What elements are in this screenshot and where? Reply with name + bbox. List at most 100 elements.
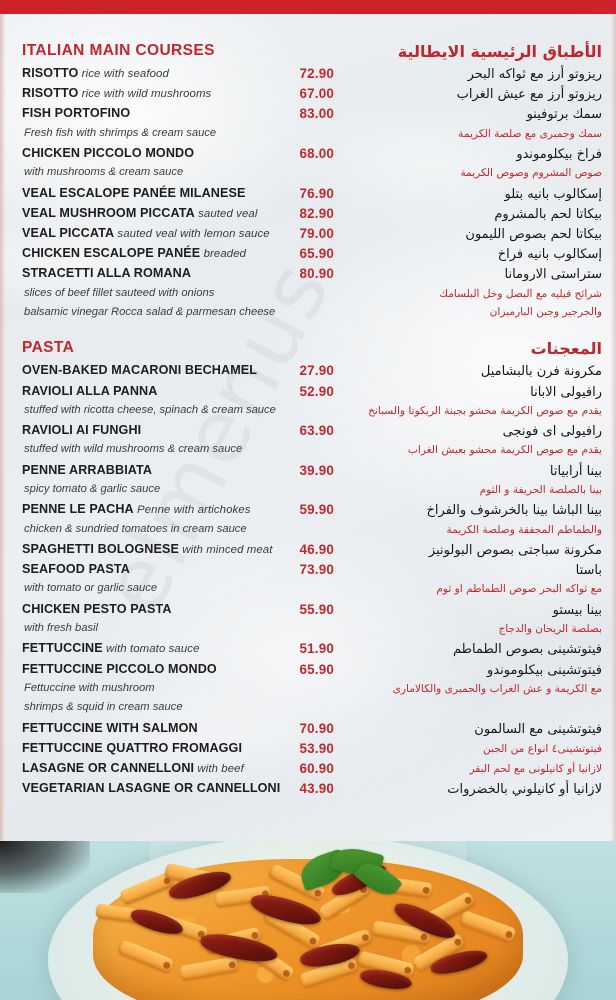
menu-item-row: VEAL MUSHROOM PICCATA sauted veal 82.90 (22, 206, 334, 226)
menu-item-row: PENNE LE PACHA Penne with artichokes 59.9… (22, 502, 334, 522)
menu-item-description-ar: يقدم مع صوص الكريمة محشو بجبنة الريكوتا … (368, 404, 602, 417)
menu-item-price: 67.00 (299, 86, 334, 102)
menu-item-price: 73.90 (299, 562, 334, 578)
menu-item-price: 80.90 (299, 266, 334, 282)
menu-item-name: PENNE ARRABBIATA (22, 462, 153, 477)
menu-item-row: FETTUCCINE QUATTRO FROMAGGI 53.90 (22, 741, 334, 761)
menu-item-name: OVEN-BAKED MACARONI BECHAMEL (22, 363, 258, 378)
menu-item-description: slices of beef fillet sauteed with onion… (24, 286, 215, 299)
menu-item-description: stuffed with wild mushrooms & cream sauc… (24, 443, 243, 456)
menu-item-row: RAVIOLI ALLA PANNA 52.90 (22, 384, 334, 404)
menu-item-name: FETTUCCINE WITH SALMON (22, 720, 198, 735)
menu-item-name: RISOTTO rice with seafood (22, 66, 169, 80)
section-title-pasta: PASTA (22, 339, 75, 357)
menu-item-name: VEAL MUSHROOM PICCATA sauted veal (22, 205, 258, 220)
menu-item-description-ar: شرائح فيليه مع البصل وخل البلسامك (439, 287, 602, 300)
menu-item-name: CHICKEN PESTO PASTA (22, 601, 172, 616)
menu-paper: elmenus ITALIAN MAIN COURSES الأطباق الرئ… (0, 14, 616, 841)
menu-item-row: OVEN-BAKED MACARONI BECHAMEL 27.90 (22, 363, 334, 383)
top-red-bar (0, 0, 616, 14)
menu-item-price: 82.90 (299, 205, 334, 221)
menu-item-name-ar: لازانيا أو كانيلوني بالخضروات (447, 782, 602, 798)
menu-item-row: FETTUCCINE WITH SALMON 70.90 (22, 721, 334, 741)
section-title-ar-italian-main-courses: الأطباق الرئيسية الايطالية (397, 42, 602, 61)
menu-item-name: VEAL ESCALOPE PANÉE MILANESE (22, 185, 246, 200)
menu-item-description-ar: مع الكريمة و عش الغراب والجمبرى والكالام… (392, 682, 602, 695)
photo-dark-corner (0, 841, 90, 893)
menu-item-row: STRACETTI ALLA ROMANA 80.90 (22, 266, 334, 286)
menu-item-subtitle: Penne with artichokes (133, 504, 251, 517)
menu-item-name-ar: باستا (575, 563, 602, 579)
menu-item-price: 59.90 (299, 502, 334, 518)
menu-item-row: CHICKEN PESTO PASTA 55.90 (22, 602, 334, 622)
menu-item-description: with mushrooms & cream sauce (24, 166, 184, 179)
menu-item-row: CHICKEN ESCALOPE PANÉE breaded 65.90 (22, 246, 334, 266)
menu-item-price: 68.00 (299, 146, 334, 161)
menu-item-name: SEAFOOD PASTA (22, 562, 130, 577)
menu-item-row: FISH PORTOFINO 83.00 (22, 106, 334, 126)
menu-item-name: STRACETTI ALLA ROMANA (22, 266, 192, 281)
menu-item-name-ar: ريزوتو أرز مع ثواكه البحر (467, 67, 602, 82)
menu-item-subtitle: sauted veal with lemon sauce (114, 228, 270, 240)
menu-item-row: SPAGHETTI BOLOGNESE with minced meat 46.9… (22, 542, 334, 562)
pasta-photo (0, 841, 616, 1000)
menu-item-subtitle: with minced meat (179, 544, 273, 556)
menu-item-description-ar: والطماطم المجففة وصلصة الكريمة (446, 523, 602, 536)
menu-item-description-ar: صوص المشروم وصوص الكريمة (460, 167, 602, 180)
menu-item-description: shrimps & squid in cream sauce (24, 701, 183, 714)
menu-item-name: FETTUCCINE with tomato sauce (22, 641, 200, 656)
menu-item-price: 72.90 (299, 66, 334, 81)
menu-item-name-ar: فيتوتشينى بيكلوموندو (487, 662, 602, 678)
menu-item-name: FETTUCCINE QUATTRO FROMAGGI (22, 740, 243, 755)
menu-item-row: VEGETARIAN LASAGNE OR CANNELLONI 43.90 (22, 781, 334, 801)
menu-item-name: CHICKEN PICCOLO MONDO (22, 146, 195, 160)
section-title-ar-pasta: المعجنات (530, 339, 602, 359)
menu-item-name-ar: ريزوتو أرز مع عيش الغراب (456, 87, 602, 103)
menu-item-price: 39.90 (299, 462, 334, 478)
menu-item-price: 63.90 (299, 423, 334, 439)
menu-item-name-ar: مكرونة فرن بالبشاميل (480, 364, 602, 380)
menu-item-name-ar: بيكاتا لحم بصوص الليمون (465, 227, 602, 242)
menu-item-name-ar: إسكالوب بانيه بتلو (504, 186, 602, 202)
menu-item-row: SEAFOOD PASTA 73.90 (22, 562, 334, 582)
menu-item-name: VEGETARIAN LASAGNE OR CANNELLONI (22, 781, 281, 796)
menu-item-name-ar: بيكاتا لحم بالمشروم (494, 206, 602, 222)
menu-item-row: RAVIOLI AI FUNGHI 63.90 (22, 423, 334, 443)
section-title-italian-main-courses: ITALIAN MAIN COURSES (22, 42, 215, 59)
menu-item-name-ar: إسكالوب بانيه فراخ (497, 247, 602, 263)
menu-item-name: LASAGNE OR CANNELLONI with beef (22, 761, 244, 775)
page-edge-left (0, 14, 5, 841)
menu-item-description-ar: فيتوتشينى٤ انواع من الجبن (482, 742, 602, 755)
menu-item-price: 65.90 (299, 246, 334, 262)
menu-item-description: stuffed with ricotta cheese, spinach & c… (24, 403, 276, 416)
menu-item-name: RAVIOLI ALLA PANNA (22, 383, 158, 398)
menu-item-name: PENNE LE PACHA Penne with artichokes (22, 502, 251, 517)
menu-item-price: 27.90 (299, 363, 334, 379)
menu-item-row: RISOTTO rice with seafood 72.90 (22, 66, 334, 86)
menu-item-name-ar: فيتوتشينى بصوص الطماطم (453, 642, 602, 658)
menu-item-subtitle: breaded (200, 248, 247, 261)
menu-item-price: 70.90 (299, 720, 334, 736)
menu-item-description-ar: بصلصة الريحان والدجاج (498, 623, 602, 635)
menu-item-price: 51.90 (299, 641, 334, 657)
page-edge-right (611, 14, 616, 841)
menu-item-subtitle: sauted veal (194, 207, 258, 220)
menu-item-row: PENNE ARRABBIATA 39.90 (22, 463, 334, 483)
menu-item-description-ar: سمك وجمبرى مع صلصة الكريمة (458, 127, 602, 140)
menu-item-description: Fettuccine with mushroom (24, 681, 155, 694)
menu-item-name-ar: فيتوتشينى مع السالمون (474, 721, 602, 737)
menu-item-name: RAVIOLI AI FUNGHI (22, 423, 142, 438)
menu-item-name: FETTUCCINE PICCOLO MONDO (22, 661, 217, 676)
menu-item-description: with tomato or garlic sauce (24, 582, 158, 595)
menu-item-price: 53.90 (299, 740, 334, 756)
menu-item-name: SPAGHETTI BOLOGNESE with minced meat (22, 542, 273, 556)
menu-item-name-ar: ستراستى الارومانا (504, 267, 602, 283)
menu-item-price: 55.90 (299, 601, 334, 617)
menu-item-name-ar: رافيولى اى فونجى (502, 424, 602, 440)
menu-item-name: CHICKEN ESCALOPE PANÉE breaded (22, 246, 247, 261)
menu-item-price: 76.90 (299, 185, 334, 201)
menu-item-description: chicken & sundried tomatoes in cream sau… (24, 522, 247, 535)
menu-item-row: LASAGNE OR CANNELLONI with beef 60.90 (22, 761, 334, 781)
menu-item-name-ar: رافيولى الابانا (530, 384, 602, 400)
menu-item-name-ar: بينا الباشا بينا بالخرشوف والفراخ (426, 503, 602, 519)
